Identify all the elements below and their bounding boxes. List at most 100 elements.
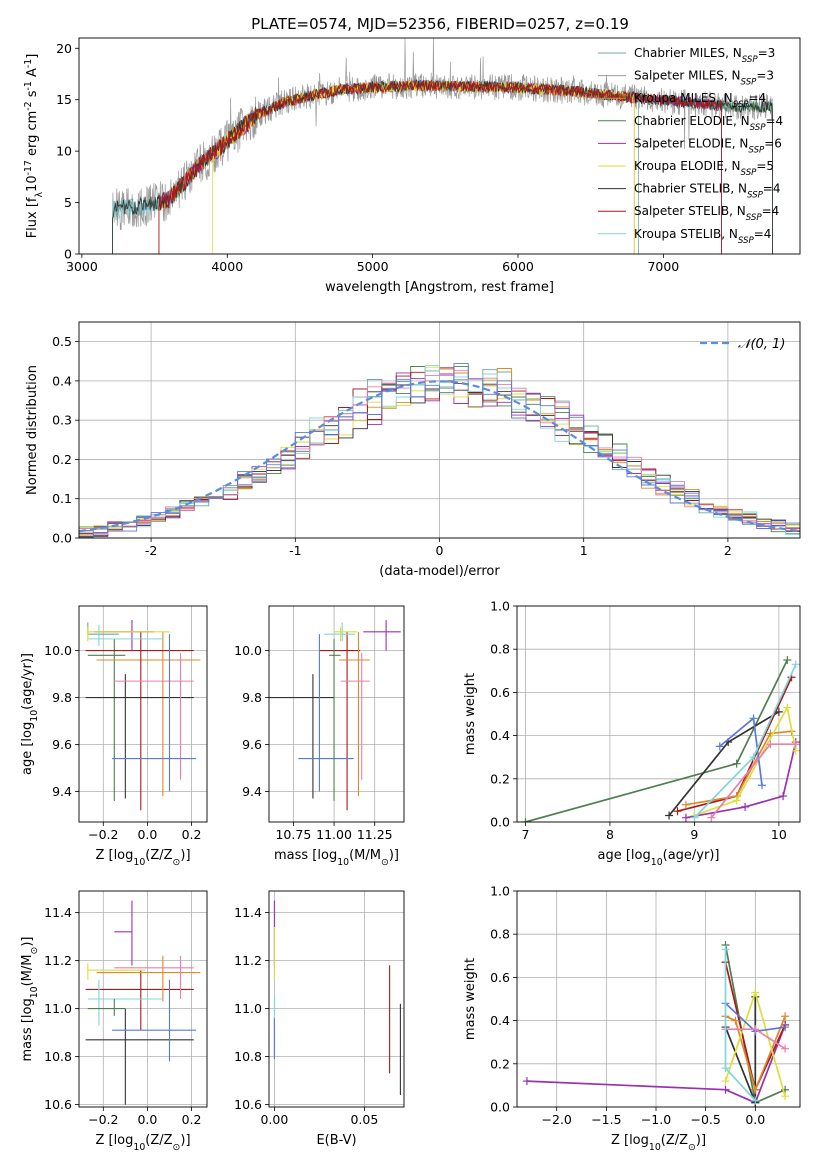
label-part: (M/M <box>20 955 35 987</box>
x-tick-label: 5000 <box>357 259 389 274</box>
y-axis-label: mass [log10(M/M⊙)] <box>20 937 40 1062</box>
legend-label: Kroupa MILES, N <box>634 91 733 105</box>
y-tick-label: 10.0 <box>234 643 262 658</box>
weight-point <box>732 759 741 768</box>
y-tick-label: 9.6 <box>52 737 72 752</box>
weight-point <box>715 742 724 751</box>
label-part: Normed distribution <box>25 365 40 495</box>
weight-series-line <box>526 1024 786 1104</box>
weight-point <box>721 1085 730 1094</box>
y-tick-label: 0.0 <box>490 1100 510 1115</box>
legend-entry: 𝒩(0, 1) <box>738 337 785 352</box>
legend-tail: =4 <box>762 204 780 218</box>
label-script: 10 <box>133 1142 145 1153</box>
weight-point <box>791 660 800 669</box>
y-tick-label: 11.0 <box>44 1001 72 1016</box>
label-script: -1 <box>23 59 34 68</box>
x-tick-label: −0.5 <box>690 1112 720 1127</box>
x-axis-label: Z [log10(Z/Z⊙)] <box>611 1133 706 1153</box>
weight-series-line <box>693 663 797 819</box>
x-tick-label: 0.05 <box>350 1112 378 1127</box>
label-part: (Z/Z <box>145 848 172 863</box>
weight-point <box>721 1077 730 1086</box>
label-script: ⊙ <box>29 947 40 955</box>
age_vs_Z-plot-area <box>85 620 201 811</box>
y-tick-label: 11.2 <box>234 953 262 968</box>
label-part: (data-model)/error <box>379 564 500 579</box>
x-tick-label: 6000 <box>502 259 534 274</box>
weight-series-line <box>525 659 789 822</box>
weight-point <box>781 1044 790 1053</box>
y-axis-label: age [log10(age/yr)] <box>20 653 40 775</box>
axes-frame <box>268 890 405 1108</box>
y-tick-label: 20 <box>56 41 72 56</box>
label-part: ] <box>25 54 40 59</box>
x-tick-label: −1.5 <box>591 1112 621 1127</box>
y-tick-label: 0 <box>64 247 72 262</box>
residuals-axes: -2 -1 0 1 2 0.0 0.1 0.2 0.3 0.4 0.5 (data-model)/er… <box>25 321 801 579</box>
weight-series-line <box>725 1015 786 1093</box>
weight-point <box>791 740 800 749</box>
label-part: (Z/Z <box>661 1133 688 1148</box>
spectrum-plot-area <box>112 38 773 254</box>
y-tick-label: 0.5 <box>52 334 72 349</box>
label-script: 10 <box>337 857 349 868</box>
residual-histogram <box>79 363 800 538</box>
legend-entry: Chabrier MILES, NSSP=3 <box>634 46 775 65</box>
weight-point <box>681 813 690 822</box>
y-tick-label: 0.4 <box>490 728 510 743</box>
label-part: A <box>25 68 40 81</box>
x-tick-label: 9 <box>690 827 698 842</box>
label-part: erg cm <box>25 111 40 160</box>
legend-sub: SSP <box>741 78 758 88</box>
x-tick-label: −0.2 <box>88 827 118 842</box>
x-tick-label: 1 <box>580 543 588 558</box>
legend-sub: SSP <box>747 191 764 201</box>
x-tick-label: 0.2 <box>182 827 202 842</box>
age_vs_mass-plot-area <box>269 620 401 811</box>
mass_vs_Z-plot-area <box>85 900 201 1105</box>
x-tick-label: 10.75 <box>275 827 311 842</box>
y-tick-label: 0.2 <box>490 1056 510 1071</box>
label-part: (Z/Z <box>145 1133 172 1148</box>
label-script: ⊙ <box>173 1142 181 1153</box>
x-axis-label: Z [log10(Z/Z⊙)] <box>95 1133 190 1153</box>
legend-label: Kroupa ELODIE, N <box>634 159 741 173</box>
weight-point <box>749 714 758 723</box>
y-tick-label: 9.4 <box>52 784 72 799</box>
legend-tail: =3 <box>756 69 774 83</box>
legend-sub: SSP <box>733 100 750 110</box>
spectrum-axes: 3000 4000 5000 6000 7000 0 5 10 15 20 wavelength [… <box>23 37 801 295</box>
x-axis-label: mass [log10(M/M⊙)] <box>274 848 399 868</box>
weight_vs_age-plot-area <box>521 656 800 822</box>
legend-tail: =5 <box>756 159 774 173</box>
weight-point <box>751 1085 760 1094</box>
y-tick-label: 10.6 <box>234 1097 262 1112</box>
y-tick-label: 0.2 <box>490 771 510 786</box>
axes-frame <box>78 321 801 539</box>
x-axis-label: Z [log10(Z/Z⊙)] <box>95 848 190 868</box>
label-script: 10 <box>29 986 40 998</box>
label-script: -1 <box>23 81 34 90</box>
label-script: -2 <box>23 101 34 110</box>
x-tick-label: 11.00 <box>316 827 352 842</box>
legend-label: Chabrier ELODIE, N <box>634 114 750 128</box>
x-tick-label: −2.0 <box>542 1112 572 1127</box>
x-tick-label: 0.0 <box>137 827 157 842</box>
legend-entry: Kroupa ELODIE, NSSP=5 <box>634 159 774 178</box>
label-part: Z [log <box>95 1133 133 1148</box>
y-tick-label: 11.2 <box>44 953 72 968</box>
label-part: mass weight <box>463 958 478 1040</box>
weight-point <box>779 792 788 801</box>
axes-frame <box>516 605 801 823</box>
label-part: )] <box>180 848 190 863</box>
legend-sub: SSP <box>741 168 758 178</box>
legend-entry: Salpeter STELIB, NSSP=4 <box>634 204 779 223</box>
weight-point <box>521 818 530 822</box>
y-tick-label: 0.8 <box>490 642 510 657</box>
label-part: Z [log <box>611 1133 649 1148</box>
label-part: (M/M <box>349 848 381 863</box>
